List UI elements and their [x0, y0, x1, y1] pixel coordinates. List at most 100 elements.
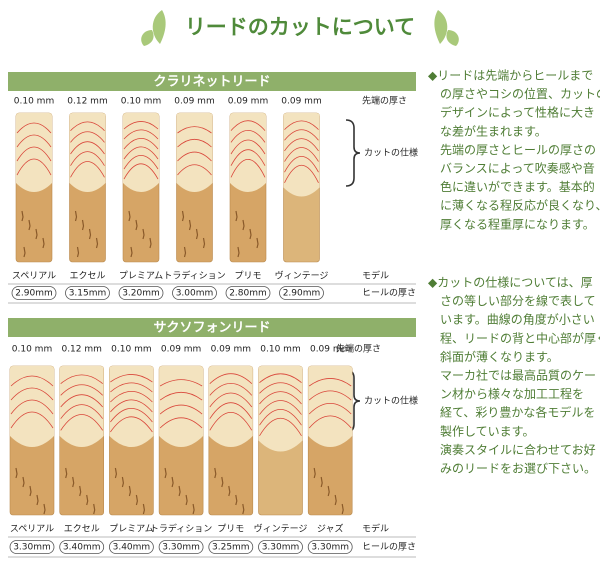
reed-vamp [258, 366, 303, 452]
heel-box [307, 540, 353, 554]
reed [158, 365, 204, 516]
model-name: トラディション [150, 523, 212, 535]
heel-thickness: 3.30mm [311, 543, 349, 553]
reed [59, 365, 105, 516]
cut-line [259, 391, 302, 405]
model-label: モデル [362, 270, 389, 282]
cut-line [177, 126, 212, 134]
heel-box [65, 286, 110, 300]
cut-line [159, 417, 203, 429]
reed-grain [81, 219, 85, 231]
heel-box [172, 286, 217, 300]
cut-line [259, 373, 302, 383]
cut-line [60, 384, 103, 396]
cut-line [123, 129, 159, 140]
model-name: スペリアル [12, 272, 56, 282]
cut-line [110, 407, 153, 423]
cut-line [259, 418, 302, 437]
cut-line [177, 138, 212, 148]
reed [15, 112, 53, 263]
cut-line [284, 138, 319, 152]
heel-thickness: 3.30mm [262, 543, 300, 553]
tip-thickness: 0.09 mm [211, 345, 251, 355]
bracket [345, 119, 361, 187]
reed-grain [65, 467, 68, 479]
note-line: バランスによって吹奏感や音 [440, 161, 595, 176]
cut-line [110, 382, 153, 393]
cut-line [70, 141, 105, 155]
heel-thickness: 3.40mm [113, 543, 151, 553]
section-header [8, 318, 416, 337]
reed-grain [15, 467, 18, 479]
reed-grain [195, 228, 199, 240]
cut-line [308, 415, 352, 429]
heel-thickness: 3.20mm [122, 289, 160, 299]
reed [307, 365, 353, 516]
note-line: ◆リードは先端からヒールまで [428, 69, 593, 83]
heel-thickness: 3.30mm [162, 543, 200, 553]
reed-grain [235, 494, 238, 506]
section-title: クラリネットリード [153, 75, 270, 90]
tip-label: 先端の厚さ [362, 95, 407, 107]
model-name: プリモ [217, 524, 244, 535]
tip-thickness: 0.09 mm [310, 345, 350, 355]
heel-label: ヒールの厚さ [362, 542, 416, 553]
cut-line [110, 390, 153, 403]
model-name: プレミアム [119, 271, 163, 282]
reed-grain [35, 228, 38, 240]
reed [208, 365, 254, 516]
model-name: トラディション [163, 270, 225, 282]
title-ornament [141, 10, 459, 46]
cut-line [110, 399, 153, 413]
cut-line [70, 151, 105, 166]
cut-line [110, 374, 153, 383]
page-title: リードのカットについて [185, 15, 415, 39]
tip-thickness: 0.09 mm [228, 97, 268, 107]
cut-line [259, 409, 302, 426]
cut-line [230, 120, 266, 131]
cut-line [159, 379, 203, 387]
cut-line [209, 382, 253, 396]
reed [283, 112, 320, 263]
cut-line [60, 414, 104, 431]
cut-line [10, 375, 54, 387]
tip-label: 先端の厚さ [336, 343, 381, 355]
cut-line [177, 164, 212, 176]
reed-vamp [176, 113, 213, 193]
heel-thickness: 3.00mm [176, 289, 214, 299]
reed-grain [149, 237, 152, 249]
note-line: デザインによって性格に大き [440, 105, 595, 120]
reed-grain [142, 503, 146, 515]
cut-line [230, 139, 266, 155]
heel-thickness: 2.90mm [15, 289, 53, 299]
note-line: 色に違いができます。基本的 [440, 179, 595, 194]
note-line: な差が生まれます。 [440, 123, 547, 138]
heel-box [59, 540, 105, 554]
cut-line [308, 378, 352, 387]
model-name: エクセル [64, 524, 100, 535]
cut-label: カットの仕様 [364, 395, 418, 407]
reed-grain [181, 210, 185, 222]
reed-grain [130, 246, 133, 258]
cut-line [16, 146, 52, 162]
reed-grain [313, 467, 316, 479]
reed-vamp [123, 113, 159, 193]
reed-grain [23, 246, 26, 258]
heel-thickness: 3.40mm [63, 543, 101, 553]
note-line: ン材から様々な加工工程を [440, 386, 584, 401]
reed-grain [202, 237, 206, 249]
section-header [8, 72, 416, 91]
cut-line [159, 404, 203, 415]
note-line: 斜面が薄くなります。 [440, 349, 559, 364]
cut-line [177, 151, 212, 162]
reed-vamp [16, 113, 52, 193]
cut-line [123, 121, 159, 130]
reed-grain [128, 485, 132, 497]
cut-line [10, 399, 54, 415]
section-title: サクソフォンリード [153, 321, 270, 336]
reed-vamp [10, 366, 54, 448]
reed-grain [86, 494, 89, 506]
heel-box [9, 540, 55, 554]
note-line: 演奏スタイルに合わせてお好 [440, 442, 596, 457]
